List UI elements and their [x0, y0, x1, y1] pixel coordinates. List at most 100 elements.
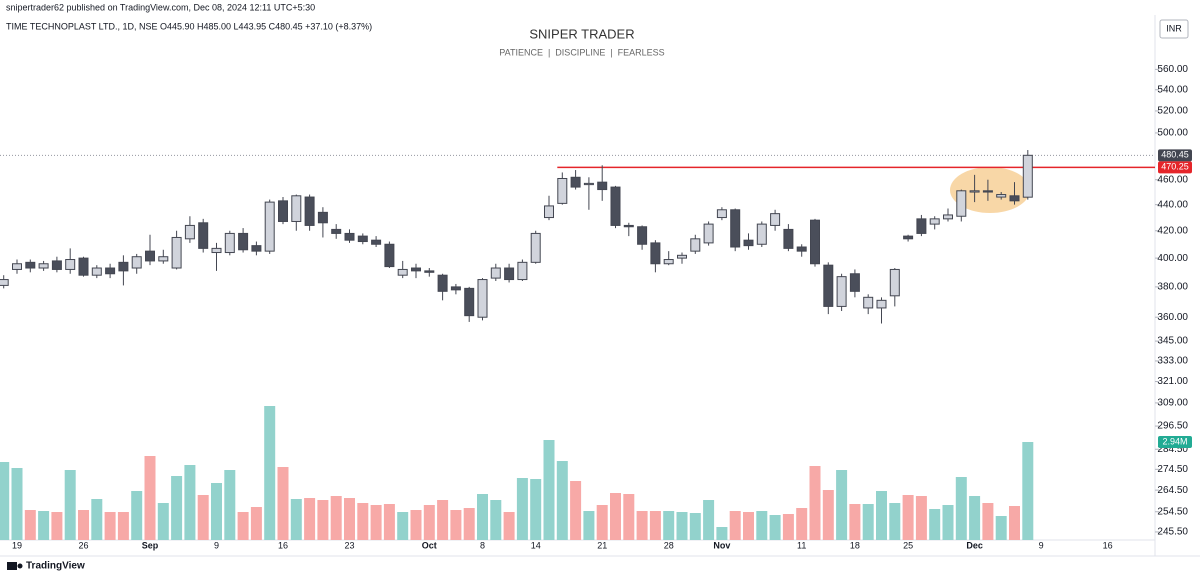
volume-bar	[729, 511, 741, 540]
candle-body	[703, 223, 714, 244]
y-tick-label: 520.00	[1157, 106, 1188, 117]
currency[interactable]: INR	[1166, 23, 1182, 33]
candle-body	[530, 232, 541, 263]
candle-body	[929, 218, 940, 225]
candle-body	[158, 256, 169, 262]
volume-bar	[184, 465, 196, 540]
volume-bar	[304, 498, 316, 540]
candle-body	[637, 226, 648, 245]
volume-bar	[995, 516, 1007, 540]
candle-body	[770, 213, 781, 226]
volume-bar	[583, 511, 595, 540]
candle-body	[836, 276, 847, 307]
candle-body	[1022, 154, 1033, 198]
candle-body	[51, 260, 62, 270]
y-tick-label: 296.50	[1157, 421, 1188, 432]
volume-bar	[716, 527, 728, 540]
candle-body	[118, 261, 129, 272]
candle-body	[730, 209, 741, 248]
y-tick-label: 400.00	[1157, 253, 1188, 264]
x-tick-label: Nov	[713, 540, 730, 550]
candle-body	[331, 228, 342, 234]
volume-bar	[769, 515, 781, 540]
logo	[7, 562, 23, 570]
volume-bar	[969, 496, 981, 540]
volume-bar	[290, 499, 302, 540]
candle-body	[450, 286, 461, 291]
candle-body	[583, 182, 594, 186]
volume-bar	[0, 462, 10, 540]
volume-bar	[530, 479, 542, 540]
candle-body	[437, 274, 448, 292]
candle-body	[597, 181, 608, 191]
x-tick-label: 16	[1103, 540, 1113, 550]
volume-bar	[596, 505, 608, 540]
volume-bar	[663, 511, 675, 540]
volume-bar	[463, 508, 475, 540]
x-tick-label: 25	[903, 540, 913, 550]
volume-bar	[490, 500, 502, 540]
candle-body	[264, 201, 275, 252]
volume-bar	[543, 440, 555, 540]
x-tick-label: Dec	[966, 540, 983, 550]
y-tick-label: 380.00	[1157, 282, 1188, 293]
hline-box	[1158, 161, 1192, 174]
y-tick-label: 264.50	[1157, 485, 1188, 496]
candle-body	[105, 267, 116, 275]
candle-body	[490, 267, 501, 279]
y-tick-label: 440.00	[1157, 199, 1188, 210]
ohlc-legend: O445.90 H485.00 L443.95 C480.45 +37.10 (…	[160, 21, 372, 31]
volume-bar	[330, 496, 342, 540]
volume-bar	[503, 512, 515, 540]
y-tick-label: 309.00	[1157, 398, 1188, 409]
volume-bar	[357, 503, 369, 540]
x-tick-label: 23	[344, 540, 354, 550]
volume-bar	[955, 477, 967, 540]
volume-bar	[636, 511, 648, 540]
candle-body	[783, 228, 794, 249]
volume-bar	[104, 512, 116, 540]
x-tick-label: Oct	[422, 540, 437, 550]
candle-body	[650, 242, 661, 265]
candle-body	[424, 270, 435, 273]
highlight	[950, 167, 1030, 213]
volume-bar	[237, 512, 249, 540]
volume-bar	[78, 510, 89, 540]
candle-body	[823, 264, 834, 307]
volume-bar	[250, 507, 262, 540]
volume-bar	[902, 495, 914, 540]
candle-body	[251, 245, 262, 252]
currency-box[interactable]	[1159, 19, 1189, 39]
last-price-box	[1158, 149, 1192, 162]
volume-bar	[437, 500, 449, 540]
volume-bar	[131, 491, 143, 540]
y-tick-label: 345.00	[1157, 336, 1188, 347]
candle-body	[889, 268, 900, 297]
hline-label: 470.25	[1161, 162, 1189, 172]
y-tick-label: 560.00	[1157, 64, 1188, 75]
volume-bar	[703, 500, 715, 540]
volume-bar	[836, 470, 848, 540]
y-tick-label: 360.00	[1157, 312, 1188, 323]
y-tick-label: 500.00	[1157, 128, 1188, 139]
chart-title: SNIPER TRADER	[529, 26, 634, 41]
x-tick-label: 9	[214, 540, 219, 550]
x-tick-label: 14	[531, 540, 541, 550]
volume-bar	[224, 470, 236, 540]
volume-bar	[982, 503, 994, 540]
y-tick-label: 274.50	[1157, 464, 1188, 475]
y-tick-label: 254.50	[1157, 506, 1188, 517]
volume-bar	[623, 494, 635, 540]
last-price-label: 480.45	[1161, 150, 1189, 160]
volume-bar	[676, 512, 688, 540]
candle-body	[411, 267, 421, 272]
candle-body	[384, 243, 395, 268]
volume-bar	[24, 510, 36, 540]
candle-body	[544, 205, 554, 219]
byline: snipertrader62 published on TradingView.…	[6, 2, 315, 12]
volume-bar	[743, 512, 754, 540]
y-tick-label: 321.00	[1157, 376, 1188, 387]
candle-body	[291, 195, 302, 222]
candle-body	[397, 268, 408, 276]
